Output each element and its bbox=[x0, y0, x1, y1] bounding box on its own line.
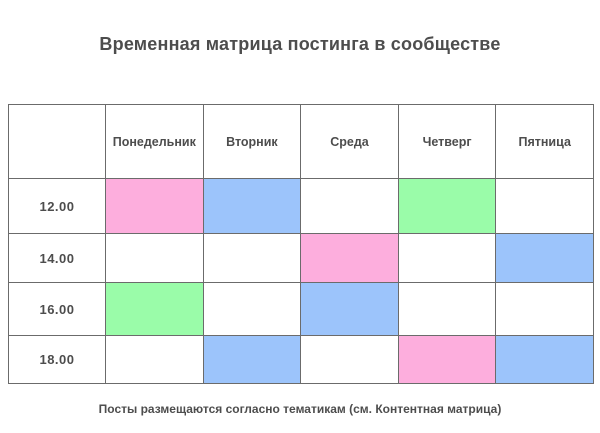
matrix-cell-16-tuesday bbox=[202, 282, 302, 336]
matrix-cell-14-tuesday bbox=[202, 233, 302, 283]
table-row: 14.00 bbox=[8, 233, 594, 283]
time-label-18: 18.00 bbox=[8, 335, 106, 384]
matrix-cell-18-thursday bbox=[397, 335, 497, 384]
matrix-cell-12-monday bbox=[105, 178, 204, 234]
matrix-cell-16-thursday bbox=[397, 282, 497, 336]
corner-cell bbox=[8, 104, 106, 179]
matrix-cell-14-wednesday bbox=[300, 233, 399, 283]
matrix-cell-14-monday bbox=[105, 233, 204, 283]
table-header-row: Понедельник Вторник Среда Четверг Пятниц… bbox=[8, 104, 594, 179]
time-label-12: 12.00 bbox=[8, 178, 106, 234]
matrix-cell-12-thursday bbox=[397, 178, 497, 234]
matrix-cell-18-wednesday bbox=[300, 335, 399, 384]
table-row: 12.00 bbox=[8, 178, 594, 234]
day-header-thursday: Четверг bbox=[397, 104, 497, 179]
matrix-cell-16-friday bbox=[495, 282, 594, 336]
page-title: Временная матрица постинга в сообществе bbox=[99, 34, 501, 54]
matrix-cell-12-friday bbox=[495, 178, 594, 234]
day-header-friday: Пятница bbox=[495, 104, 594, 179]
matrix-cell-12-wednesday bbox=[300, 178, 399, 234]
matrix-cell-18-friday bbox=[495, 335, 594, 384]
day-header-wednesday: Среда bbox=[300, 104, 399, 179]
day-header-tuesday: Вторник bbox=[202, 104, 302, 179]
matrix-cell-18-monday bbox=[105, 335, 204, 384]
day-header-monday: Понедельник bbox=[105, 104, 204, 179]
table-row: 16.00 bbox=[8, 282, 594, 336]
table-row: 18.00 bbox=[8, 335, 594, 384]
matrix-cell-14-thursday bbox=[397, 233, 497, 283]
matrix-cell-16-wednesday bbox=[300, 282, 399, 336]
matrix-cell-14-friday bbox=[495, 233, 594, 283]
matrix-cell-12-tuesday bbox=[202, 178, 302, 234]
matrix-cell-18-tuesday bbox=[202, 335, 302, 384]
footer-note: Посты размещаются согласно тематикам (см… bbox=[98, 402, 502, 416]
posting-matrix-table: Понедельник Вторник Среда Четверг Пятниц… bbox=[8, 104, 594, 384]
time-label-16: 16.00 bbox=[8, 282, 106, 336]
matrix-cell-16-monday bbox=[105, 282, 204, 336]
time-label-14: 14.00 bbox=[8, 233, 106, 283]
